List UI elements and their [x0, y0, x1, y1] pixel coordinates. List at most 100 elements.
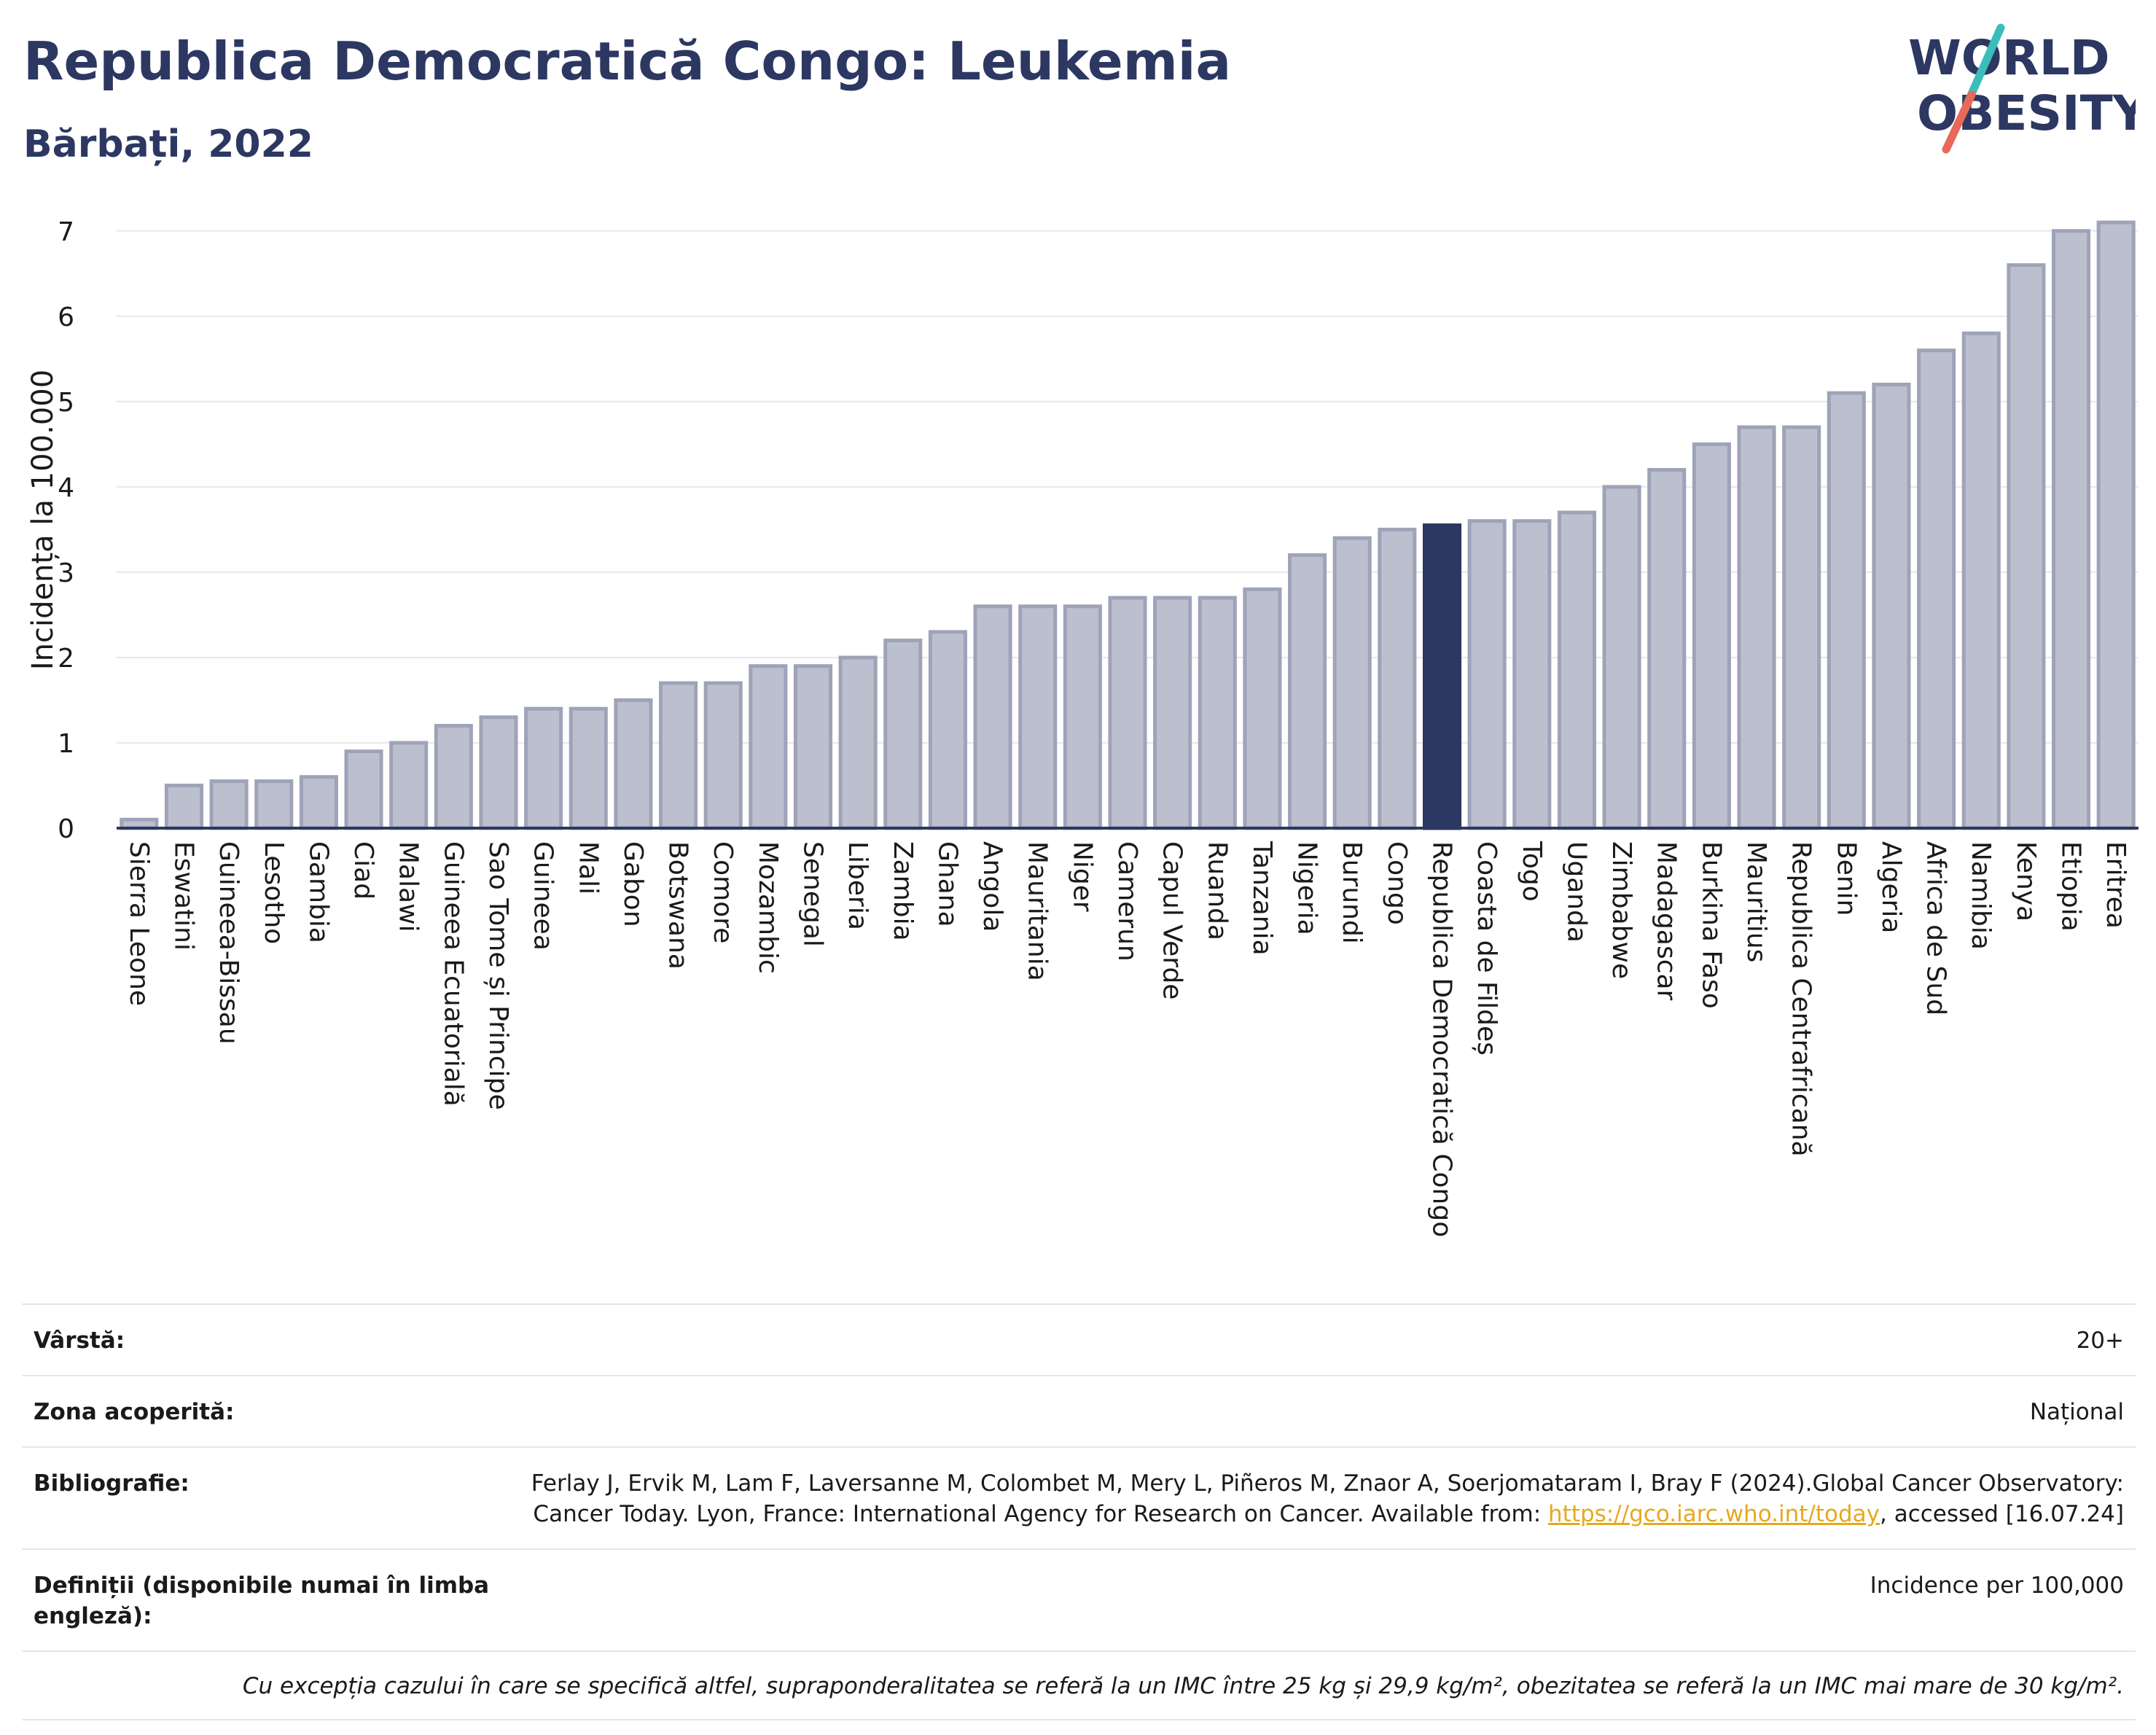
- bar: [1063, 604, 1102, 830]
- x-tick-label: Tanzania: [1247, 841, 1277, 956]
- x-axis-ticks: Sierra Leone Eswatini Guineea-Bissau Lesoth…: [124, 841, 2130, 1237]
- bar: [389, 741, 429, 830]
- x-tick-label: Sao Tome și Principe: [483, 841, 513, 1110]
- bar: [1198, 596, 1237, 830]
- x-tick-label: Africa de Sud: [1921, 841, 1951, 1015]
- info-row-definitions: Definiții (disponibile numai în limba en…: [22, 1548, 2136, 1650]
- info-row-coverage: Zona acoperită: Național: [22, 1375, 2136, 1446]
- y-tick-label: 1: [58, 729, 74, 759]
- y-tick-label: 0: [58, 814, 74, 844]
- bibliography-link[interactable]: https://gco.iarc.who.int/today: [1548, 1501, 1880, 1527]
- bar: [838, 655, 878, 830]
- bar: [2096, 220, 2136, 830]
- y-tick-label: 2: [58, 644, 74, 674]
- info-value-coverage: Național: [2029, 1399, 2124, 1425]
- bar: [614, 698, 653, 830]
- x-tick-label: Togo: [1517, 841, 1547, 902]
- logo-slash-coral: [1942, 90, 1976, 154]
- x-tick-label: Gabon: [618, 841, 648, 927]
- logo-text-world: WORLD: [1908, 30, 2110, 86]
- page-title: Republica Democratică Congo: Leukemia: [23, 31, 1232, 92]
- x-tick-label: Ciad: [348, 841, 378, 900]
- bar: [254, 779, 294, 830]
- bar: [434, 724, 473, 830]
- bar: [1961, 331, 2001, 830]
- bar: [1737, 425, 1776, 830]
- bar: [1872, 382, 1911, 830]
- chart-bars: [120, 220, 2136, 830]
- bar: [1647, 467, 1687, 830]
- bar: [1782, 425, 1821, 830]
- x-tick-label: Madagascar: [1652, 841, 1682, 1001]
- x-tick-label: Burkina Faso: [1696, 841, 1726, 1009]
- bar: [1018, 604, 1058, 830]
- bar: [1602, 485, 1641, 830]
- x-tick-label: Guineea-Bissau: [214, 841, 243, 1045]
- x-tick-label: Ruanda: [1202, 841, 1232, 940]
- bar: [2007, 263, 2046, 830]
- x-tick-label: Zambia: [888, 841, 918, 941]
- x-tick-label: Eritrea: [2101, 841, 2130, 929]
- bar: [749, 664, 788, 830]
- x-tick-label: Congo: [1382, 841, 1412, 925]
- bar: [2051, 229, 2091, 830]
- x-tick-label: Gambia: [303, 841, 333, 943]
- info-row-bibliography: Bibliografie: Ferlay J, Ervik M, Lam F, …: [22, 1446, 2136, 1548]
- bar: [1422, 523, 1462, 830]
- x-tick-label: Republica Centrafricană: [1786, 841, 1816, 1157]
- bar: [1288, 553, 1327, 830]
- x-tick-label: Camerun: [1112, 841, 1142, 962]
- info-label-bibliography: Bibliografie:: [34, 1470, 190, 1497]
- x-tick-label: Uganda: [1561, 841, 1591, 943]
- x-tick-label: Benin: [1831, 841, 1861, 916]
- bar: [299, 775, 338, 830]
- bar: [883, 639, 923, 830]
- info-row-age: Vârstă: 20+: [22, 1303, 2136, 1375]
- y-tick-label: 7: [58, 217, 74, 247]
- info-label-definitions: Definiții (disponibile numai în limba en…: [34, 1572, 490, 1629]
- bar: [973, 604, 1012, 830]
- bar: [1243, 587, 1282, 830]
- x-tick-label: Mauritius: [1741, 841, 1771, 962]
- x-tick-label: Algeria: [1876, 841, 1906, 934]
- page-subtitle: Bărbați, 2022: [23, 122, 313, 166]
- x-tick-label: Zimbabwe: [1606, 841, 1636, 979]
- bar-chart: 0 1 2 3 4 5 6 7 Sierra Leone Eswatini Guineea-Bis…: [26, 217, 2139, 1237]
- world-obesity-logo: WORLD OBESITY: [1908, 23, 2136, 154]
- x-tick-label: Malawi: [394, 841, 423, 932]
- info-value-age: 20+: [2076, 1327, 2124, 1354]
- y-axis-ticks: 0 1 2 3 4 5 6 7: [58, 217, 74, 844]
- x-tick-label: Mali: [573, 841, 603, 894]
- x-tick-label: Nigeria: [1292, 841, 1322, 935]
- bar: [793, 664, 833, 830]
- bar: [1108, 596, 1147, 830]
- bar: [928, 630, 967, 830]
- info-table: Vârstă: 20+ Zona acoperită: Național Bib…: [22, 1303, 2136, 1720]
- bar: [569, 706, 608, 830]
- x-tick-label: Etiopia: [2056, 841, 2086, 932]
- x-tick-label: Angola: [977, 841, 1007, 932]
- x-tick-label: Comore: [708, 841, 738, 943]
- x-tick-label: Guineea Ecuatorială: [438, 841, 468, 1107]
- y-axis-label: Incidența la 100.000: [26, 370, 60, 670]
- bar: [479, 715, 518, 830]
- info-value-definitions: Incidence per 100,000: [1870, 1572, 2124, 1599]
- bar: [1467, 519, 1507, 830]
- x-tick-label: Capul Verde: [1157, 841, 1187, 999]
- x-tick-label: Burundi: [1337, 841, 1367, 944]
- bibliography-text: Ferlay J, Ervik M, Lam F, Laversanne M, …: [531, 1470, 2124, 1527]
- x-tick-label: Sierra Leone: [124, 841, 154, 1006]
- bibliography-accessed: , accessed [16.07.24]: [1879, 1501, 2124, 1527]
- x-tick-label: Ghana: [932, 841, 962, 927]
- x-tick-label: Mozambic: [753, 841, 783, 974]
- x-tick-label: Niger: [1067, 841, 1097, 912]
- x-tick-label: Guineea: [528, 841, 558, 951]
- bar: [164, 783, 204, 830]
- x-tick-label: Namibia: [1966, 841, 1996, 950]
- footnote: Cu excepția cazului în care se specifică…: [22, 1650, 2136, 1720]
- x-tick-label: Senegal: [797, 841, 827, 947]
- bar: [659, 681, 698, 830]
- bar: [1557, 510, 1596, 830]
- bar: [703, 681, 743, 830]
- y-tick-label: 6: [58, 303, 74, 332]
